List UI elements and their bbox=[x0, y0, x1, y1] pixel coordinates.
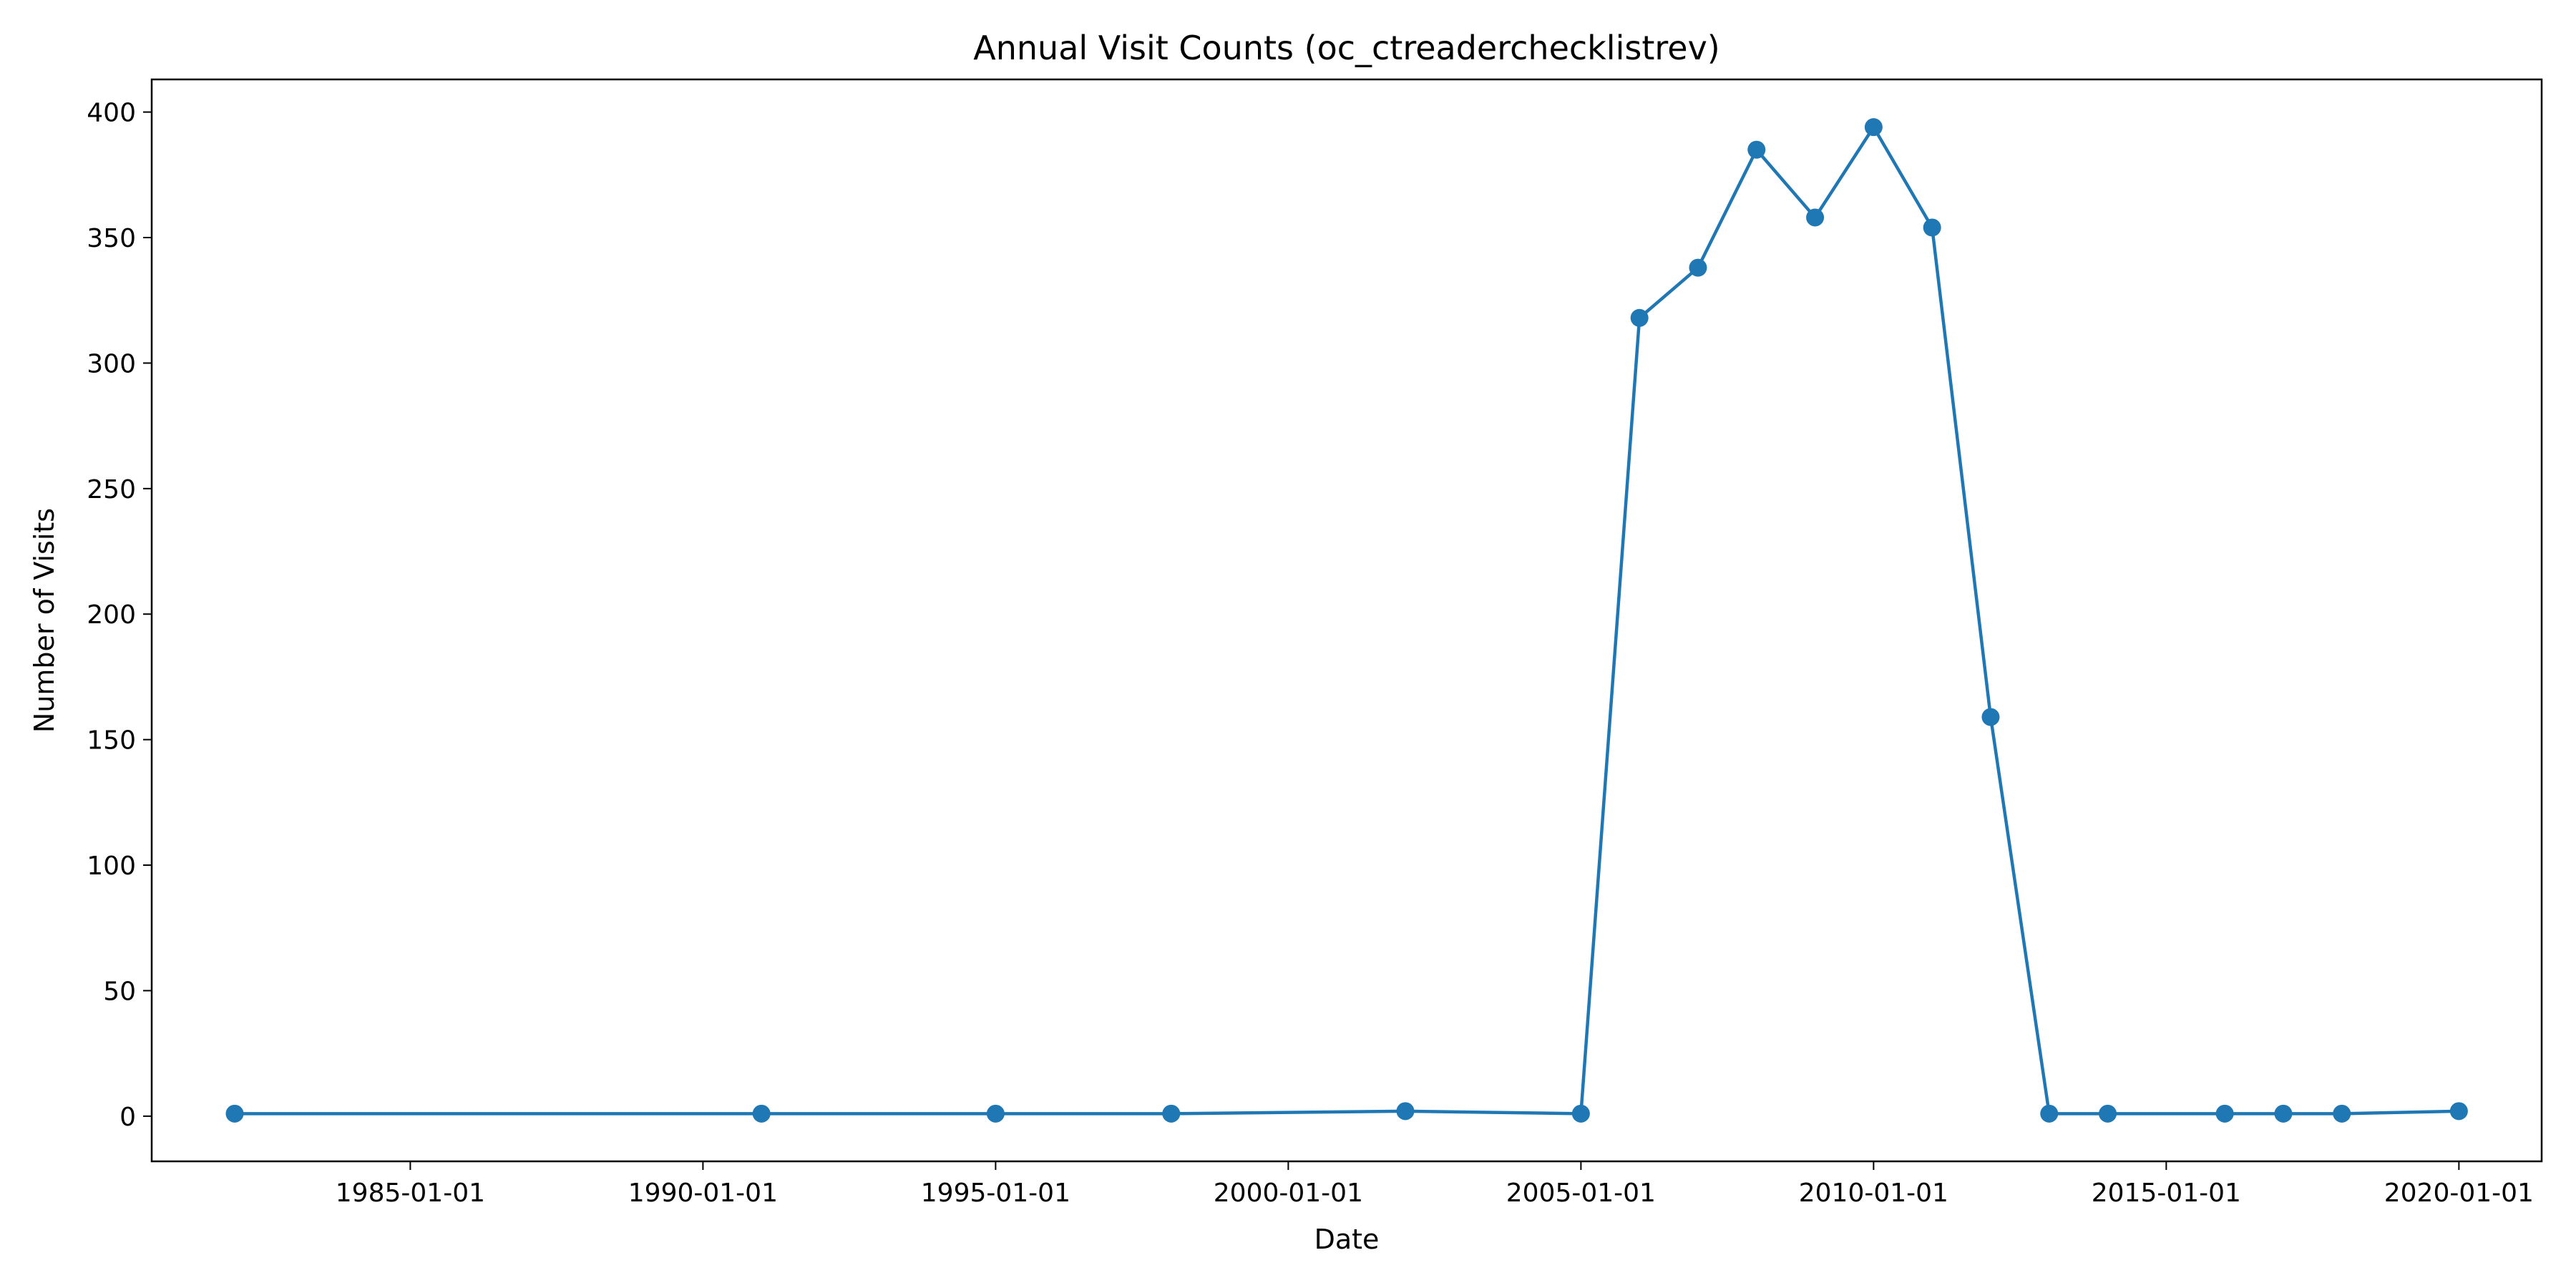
x-tick-label: 2005-01-01 bbox=[1506, 1179, 1656, 1208]
plot-area-frame bbox=[150, 78, 2543, 1163]
data-point bbox=[1162, 1104, 1181, 1123]
data-point bbox=[2040, 1104, 2059, 1123]
y-axis-label: Number of Visits bbox=[29, 508, 60, 733]
series-layer bbox=[225, 118, 2468, 1123]
x-tick-label: 2015-01-01 bbox=[2092, 1179, 2241, 1208]
data-point bbox=[752, 1104, 771, 1123]
data-point bbox=[1747, 140, 1766, 159]
data-point bbox=[1981, 708, 2000, 726]
data-point bbox=[2215, 1104, 2234, 1123]
x-axis-label: Date bbox=[1314, 1224, 1380, 1255]
y-tick-label: 250 bbox=[87, 475, 136, 504]
y-tick-label: 100 bbox=[87, 852, 136, 881]
data-point bbox=[2449, 1102, 2468, 1121]
y-tick-label: 50 bbox=[103, 977, 136, 1006]
data-point bbox=[1923, 218, 1941, 237]
x-tick-label: 1995-01-01 bbox=[921, 1179, 1070, 1208]
data-point bbox=[2099, 1104, 2117, 1123]
data-point bbox=[225, 1104, 244, 1123]
data-point bbox=[1864, 118, 1883, 137]
data-point bbox=[1630, 308, 1649, 327]
x-axis-ticks: 1985-01-01 1990-01-01 1995-01-01 2000-01-01… bbox=[336, 1161, 2534, 1208]
data-point bbox=[1806, 208, 1825, 227]
x-tick-label: 1985-01-01 bbox=[336, 1179, 485, 1208]
data-point bbox=[1571, 1104, 1590, 1123]
data-point bbox=[1396, 1102, 1415, 1121]
y-tick-label: 150 bbox=[87, 726, 136, 756]
y-tick-label: 350 bbox=[87, 224, 136, 253]
data-point bbox=[986, 1104, 1005, 1123]
y-tick-label: 400 bbox=[87, 99, 136, 128]
data-point bbox=[1689, 258, 1707, 277]
data-point bbox=[2274, 1104, 2293, 1123]
y-tick-label: 300 bbox=[87, 349, 136, 379]
y-tick-label: 0 bbox=[119, 1103, 136, 1132]
x-tick-label: 2020-01-01 bbox=[2384, 1179, 2534, 1208]
data-point bbox=[2333, 1104, 2351, 1123]
x-tick-label: 2010-01-01 bbox=[1799, 1179, 1948, 1208]
y-tick-label: 200 bbox=[87, 600, 136, 630]
y-axis-ticks: 0 50 100 150 200 250 300 350 400 bbox=[87, 99, 152, 1132]
x-tick-label: 2000-01-01 bbox=[1214, 1179, 1363, 1208]
x-tick-label: 1990-01-01 bbox=[628, 1179, 778, 1208]
chart-title: Annual Visit Counts (oc_ctreaderchecklis… bbox=[973, 29, 1719, 67]
